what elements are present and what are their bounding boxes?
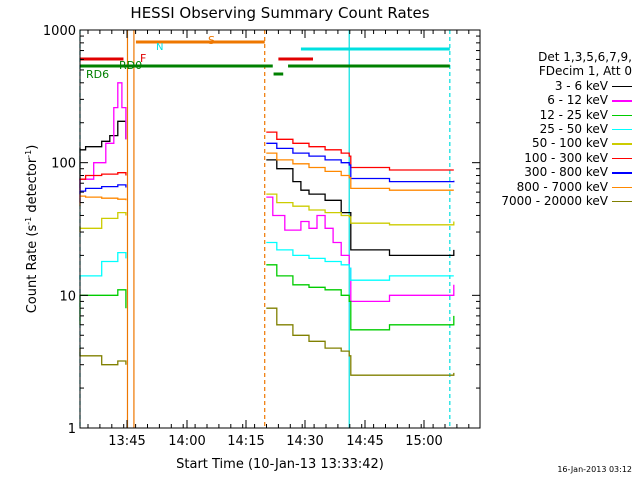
legend-item-label: 6 - 12 keV — [547, 93, 608, 108]
legend-item-label: 3 - 6 keV — [554, 78, 608, 93]
plot-frame — [79, 29, 481, 429]
legend-item-label: 50 - 100 keV — [531, 136, 608, 151]
legend-item: 12 - 25 keV — [478, 108, 638, 122]
y-tick-label-1: 10 — [59, 289, 76, 304]
legend-swatch — [612, 143, 632, 145]
legend-swatch — [612, 200, 632, 203]
chart-title: HESSI Observing Summary Count Rates — [130, 4, 429, 22]
flag-label-s: S — [208, 34, 215, 47]
legend-rows: 3 - 6 keV 6 - 12 keV 12 - 25 keV 25 - 50 ke… — [478, 79, 638, 209]
y-tick-label-0: 1 — [68, 422, 76, 437]
x-tick-label-3: 14:30 — [286, 434, 323, 449]
flag-bars: NF S RD0 RD6 — [80, 34, 450, 81]
legend-swatch — [612, 128, 632, 131]
legend-item-label: 12 - 25 keV — [539, 107, 608, 122]
legend-item: 800 - 7000 keV — [478, 180, 638, 194]
y-tick-label-3: 1000 — [43, 24, 76, 39]
x-tick-label-5: 15:00 — [405, 434, 442, 449]
legend-swatch — [612, 100, 632, 102]
series-line-8 — [79, 307, 455, 376]
x-tick-label-4: 14:45 — [346, 434, 383, 449]
legend-item-label: 7000 - 20000 keV — [501, 193, 608, 208]
legend-item: 6 - 12 keV — [478, 93, 638, 107]
flag-label-rd0: RD0 — [119, 59, 142, 72]
flag-label-rd6: RD6 — [86, 68, 109, 81]
x-tick-label-2: 14:15 — [227, 434, 264, 449]
flag-label-f: F — [140, 52, 146, 65]
legend-item-label: 25 - 50 keV — [539, 121, 608, 136]
legend-item: 25 - 50 keV — [478, 122, 638, 136]
y-axis-label: Count Rate (s-1 detector-1) — [24, 145, 40, 314]
legend-swatch — [612, 85, 632, 88]
legend-item: 7000 - 20000 keV — [478, 194, 638, 208]
legend-item: 100 - 300 keV — [478, 151, 638, 165]
legend: Det 1,3,5,6,7,9, FDecim 1, Att 0 3 - 6 k… — [478, 50, 638, 208]
legend-swatch — [612, 172, 632, 174]
legend-item-label: 300 - 800 keV — [524, 165, 608, 180]
legend-swatch — [612, 157, 632, 160]
axes: 1 10 100 1000 13:45 14:00 14:15 14:30 14:45 15:00 — [43, 24, 480, 449]
x-tick-label-1: 14:00 — [168, 434, 205, 449]
legend-swatch — [612, 114, 632, 117]
legend-swatch — [612, 186, 632, 189]
legend-item: 50 - 100 keV — [478, 136, 638, 150]
x-tick-label-0: 13:45 — [108, 434, 145, 449]
legend-item: 3 - 6 keV — [478, 79, 638, 93]
legend-header-decimation: FDecim 1, Att 0 — [538, 64, 632, 79]
x-axis-label: Start Time (10-Jan-13 13:33:42) — [176, 457, 384, 472]
legend-item: 300 - 800 keV — [478, 165, 638, 179]
flag-label-n: N — [156, 42, 163, 53]
legend-item-label: 100 - 300 keV — [524, 150, 608, 165]
legend-item-label: 800 - 7000 keV — [516, 179, 608, 194]
y-tick-label-2: 100 — [51, 157, 76, 172]
legend-header-detectors: Det 1,3,5,6,7,9, — [538, 50, 632, 64]
timestamp-footer: 16-Jan-2013 03:12 — [557, 465, 632, 474]
plot-background — [80, 30, 480, 428]
